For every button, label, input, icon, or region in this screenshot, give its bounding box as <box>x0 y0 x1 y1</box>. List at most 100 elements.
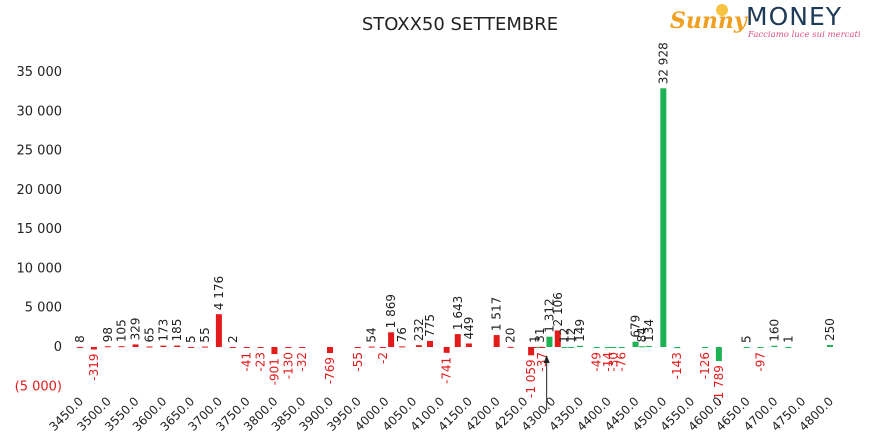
y-tick-label: 5 000 <box>25 301 62 316</box>
bar <box>507 346 514 348</box>
bar <box>465 343 472 347</box>
bar <box>546 336 553 347</box>
bar-data-label: 105 <box>115 319 129 342</box>
bar <box>785 346 792 348</box>
bar-data-label: -741 <box>440 357 454 384</box>
bar-data-label: 12 <box>557 328 571 343</box>
bar-data-label: -1 059 <box>524 359 538 398</box>
bar-data-label: -97 <box>754 352 768 372</box>
bar <box>604 347 611 348</box>
bar-data-label: 449 <box>462 317 476 340</box>
bar <box>827 345 833 347</box>
bar-data-label: -23 <box>254 352 268 372</box>
bar <box>299 347 306 348</box>
bar <box>493 335 500 347</box>
bar-data-label: 329 <box>129 318 143 341</box>
bar <box>327 347 333 354</box>
bar-data-label: 76 <box>395 327 409 342</box>
bar-data-label: 5 <box>184 335 198 343</box>
bar-data-label: 250 <box>823 318 837 341</box>
bar-data-label: 149 <box>573 319 587 342</box>
bar-data-label: -126 <box>698 352 712 379</box>
arrow-up-icon <box>543 355 550 363</box>
bar-data-label: 32 928 <box>656 42 670 84</box>
bar <box>757 347 764 348</box>
bar <box>531 346 538 348</box>
bar <box>660 88 667 347</box>
bar <box>399 346 406 348</box>
bar-data-label: -319 <box>87 354 101 381</box>
bar-data-label: 65 <box>142 327 156 342</box>
bar-data-label: 160 <box>767 319 781 342</box>
bar-data-label: 12 <box>564 328 578 343</box>
bar-data-label: 1 <box>781 335 795 343</box>
bar <box>702 347 708 348</box>
bar-data-label: -130 <box>281 352 295 379</box>
y-tick-label: (5 000) <box>15 379 62 394</box>
bar <box>215 314 222 347</box>
bar <box>568 346 575 348</box>
y-tick-label: 30 000 <box>17 104 63 119</box>
bar-data-label: 20 <box>504 328 518 343</box>
bar-data-label: 775 <box>423 314 437 337</box>
bar-data-label: 1 <box>527 335 541 343</box>
bar-data-label: 679 <box>629 315 643 338</box>
bar <box>354 347 361 348</box>
bar-data-label: -32 <box>295 352 309 372</box>
bar <box>528 347 535 356</box>
marker-layer <box>543 355 550 410</box>
bar-data-label: 1 643 <box>451 296 465 330</box>
bar <box>674 347 681 349</box>
bar <box>146 346 153 348</box>
bar-data-label: 54 <box>365 327 379 342</box>
bar <box>743 346 750 348</box>
bar-data-label: 134 <box>642 319 656 342</box>
bar <box>77 346 83 348</box>
bar <box>454 334 461 347</box>
bar <box>618 347 625 348</box>
bar-data-label: -14 <box>601 352 615 372</box>
logo-tagline: Facciamo luce sui mercati <box>748 30 861 40</box>
y-tick-label: 0 <box>54 340 62 355</box>
bar-data-label: 2 106 <box>551 292 565 326</box>
bar-data-label: -2 <box>376 352 390 364</box>
bar-data-label: 55 <box>198 327 212 342</box>
bar <box>610 347 617 348</box>
bar <box>271 347 278 355</box>
bar <box>188 346 195 348</box>
bar <box>160 345 167 347</box>
bar <box>90 347 97 350</box>
bars-layer <box>77 88 833 362</box>
bar <box>639 346 646 348</box>
bar <box>118 346 125 348</box>
logo-money-text: MONEY <box>746 2 843 31</box>
bar <box>632 341 639 347</box>
bar <box>379 347 386 348</box>
bar <box>257 347 264 348</box>
bar-data-label: 8 <box>73 335 87 343</box>
bar <box>132 344 139 347</box>
bar-data-label: 31 <box>533 327 547 342</box>
bar-data-label: 185 <box>170 319 184 342</box>
bar-data-label: -41 <box>240 352 254 372</box>
y-axis: (5 000) 0 5 000 10 000 15 000 20 000 25 000 30 … <box>15 65 62 394</box>
y-tick-label: 25 000 <box>17 144 63 159</box>
bar-data-label: 2 <box>226 335 240 343</box>
bar-data-label: 84 <box>635 327 649 342</box>
bar <box>561 346 568 348</box>
bar-data-label: 5 <box>740 335 754 343</box>
bar <box>554 330 561 347</box>
bar <box>202 346 208 348</box>
bar-data-label: 1 312 <box>542 298 556 332</box>
bar <box>285 347 292 349</box>
bar-data-label: 173 <box>156 319 170 342</box>
bar-data-label: 98 <box>101 327 115 342</box>
bar <box>577 345 583 347</box>
x-axis: 3450.03500.03550.03600.03650.03700.03750… <box>47 394 837 434</box>
bar <box>104 346 111 348</box>
bar-data-label: -37 <box>535 352 549 372</box>
bar-data-label: -901 <box>267 358 281 385</box>
y-tick-label: 15 000 <box>17 222 63 237</box>
